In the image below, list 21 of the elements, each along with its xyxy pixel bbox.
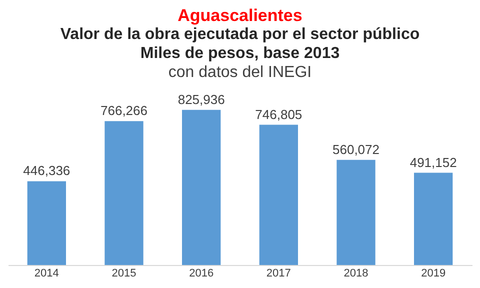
x-tick-label: 2014 — [34, 268, 59, 280]
bar — [104, 121, 144, 265]
data-label: 491,152 — [410, 154, 457, 170]
chart-subtitle: Valor de la obra ejecutada por el sector público Miles de pesos, base 2013 — [59, 25, 421, 63]
data-label: 560,072 — [332, 142, 380, 157]
bar — [336, 160, 376, 265]
x-tick-label: 2019 — [421, 268, 446, 280]
text: con datos del INEGI — [167, 63, 313, 82]
x-tick-label: 2018 — [344, 268, 368, 280]
bar — [27, 181, 66, 265]
data-label: 766,266 — [100, 103, 148, 118]
bar — [259, 124, 298, 265]
chart-title: Aguascalientes — [176, 6, 304, 25]
data-label: 825,936 — [178, 92, 225, 107]
data-label: 446,336 — [23, 163, 70, 178]
x-tick-label: 2016 — [189, 268, 214, 280]
bar — [182, 110, 221, 265]
data-label: 746,805 — [255, 106, 302, 122]
x-tick-label: 2015 — [112, 268, 136, 280]
bar — [414, 172, 453, 265]
x-tick-label: 2017 — [266, 268, 291, 280]
